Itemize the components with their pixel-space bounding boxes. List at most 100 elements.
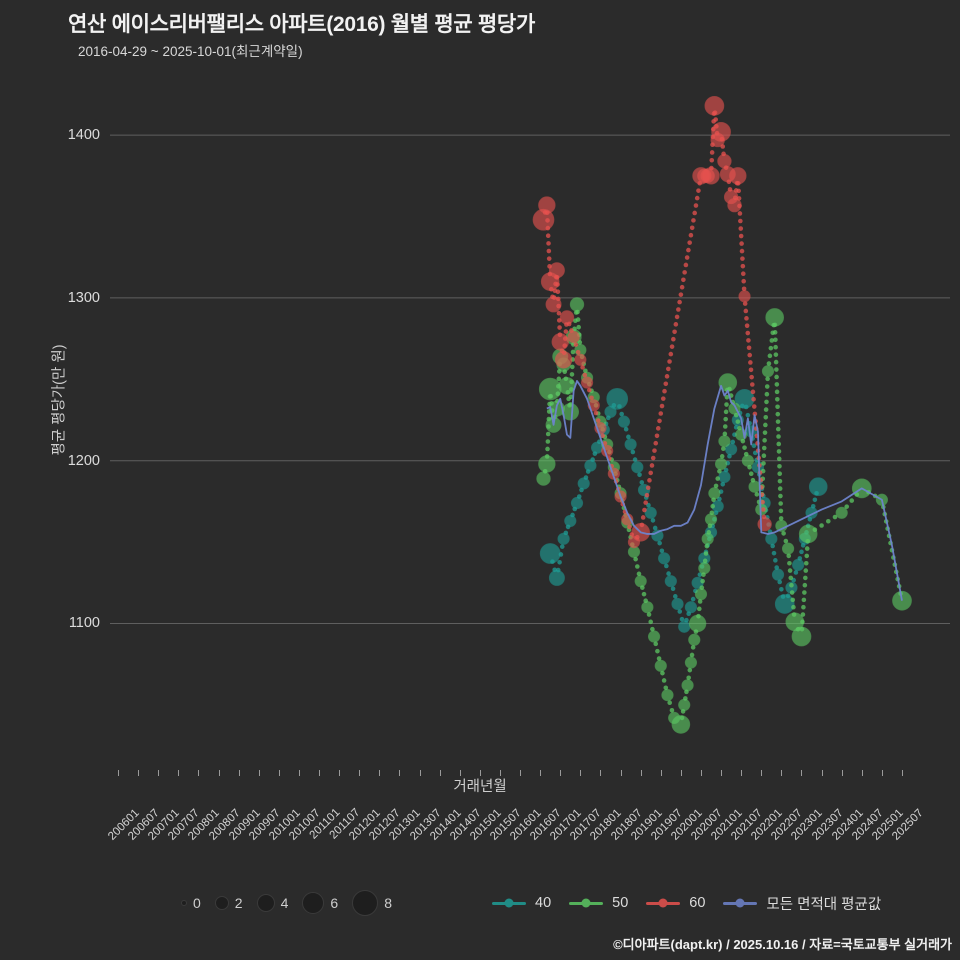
- series-connector-dot: [595, 418, 601, 423]
- series-40: [539, 387, 828, 633]
- x-axis-tick-mark: [339, 770, 341, 776]
- series-connector-dot: [589, 395, 594, 401]
- series-connector-dot: [788, 575, 794, 581]
- average-line: [546, 380, 903, 601]
- data-point: [791, 626, 812, 647]
- series-connector-dot: [736, 188, 741, 194]
- series-connector-dot: [764, 391, 770, 397]
- x-axis-tick-mark: [298, 770, 300, 776]
- series-connector-dot: [776, 456, 782, 462]
- series-connector-dot: [832, 514, 838, 520]
- legend-line-swatch: [569, 898, 604, 908]
- data-point: [701, 532, 714, 545]
- series-connector-dot: [557, 559, 562, 565]
- series-connector-dot: [775, 404, 780, 410]
- series-connector-dot: [666, 366, 671, 372]
- series-connector-dot: [819, 523, 824, 528]
- x-axis-tick-mark: [761, 770, 763, 776]
- series-connector-dot: [761, 445, 767, 451]
- data-point: [698, 562, 711, 575]
- series-connector-dot: [738, 226, 744, 231]
- series-connector-dot: [776, 441, 782, 447]
- series-connector-dot: [640, 515, 646, 520]
- legend-item-60[interactable]: 60: [646, 895, 705, 911]
- series-connector-dot: [692, 210, 697, 216]
- x-axis-tick-mark: [118, 770, 119, 776]
- series-connector-dot: [738, 218, 743, 224]
- x-axis-tick-mark: [479, 770, 481, 776]
- series-connector-dot: [644, 492, 650, 498]
- y-axis-tick-label: 1400: [67, 127, 100, 144]
- series-connector-dot: [687, 240, 692, 245]
- series-connector-dot: [652, 525, 658, 531]
- series-connector-dot: [766, 361, 772, 366]
- series-connector-dot: [559, 544, 565, 549]
- series-connector-dot: [740, 271, 746, 276]
- series-connector-dot: [789, 582, 794, 588]
- data-point: [704, 513, 718, 526]
- series-connector-dot: [681, 277, 686, 283]
- data-point: [738, 290, 751, 303]
- data-point: [678, 620, 691, 633]
- series-connector-dot: [673, 322, 679, 327]
- series-connector-dot: [670, 586, 676, 592]
- series-connector-dot: [632, 457, 638, 462]
- series-connector-dot: [804, 546, 810, 551]
- series-connector-dot: [669, 344, 675, 349]
- series-connector-dot: [570, 349, 576, 355]
- x-axis-tick-mark: [801, 770, 803, 776]
- series-connector-dot: [657, 418, 662, 424]
- series-connector-dot: [697, 572, 703, 577]
- series-connector-dot: [739, 248, 745, 254]
- series-connector-dot: [800, 612, 806, 617]
- series-connector-dot: [730, 439, 736, 445]
- series-connector-dot: [812, 497, 818, 503]
- series-connector-dot: [772, 330, 778, 335]
- data-point: [671, 715, 691, 734]
- series-connector-dot: [639, 480, 645, 485]
- series-connector-dot: [668, 351, 674, 357]
- series-connector-dot: [633, 556, 638, 562]
- legend-item-모든 면적대 평균값[interactable]: 모든 면적대 평균값: [723, 893, 881, 914]
- series-connector-dot: [690, 645, 696, 650]
- series-connector-dot: [773, 337, 778, 343]
- data-point: [664, 575, 677, 588]
- data-point: [658, 552, 671, 565]
- data-point: [536, 471, 551, 486]
- series-connector-dot: [803, 560, 809, 566]
- series-connector-dot: [667, 700, 673, 706]
- data-point: [631, 461, 644, 474]
- series-connector-dot: [655, 648, 660, 654]
- series-connector-dot: [802, 590, 807, 595]
- series-connector-dot: [724, 394, 730, 400]
- series-connector-dot: [777, 478, 783, 484]
- series-connector-dot: [602, 441, 608, 446]
- data-point: [551, 333, 569, 351]
- series-connector-dot: [750, 389, 756, 395]
- series-connector-dot: [763, 414, 769, 420]
- x-axis-tick-mark: [660, 770, 662, 776]
- series-connector-dot: [773, 558, 778, 563]
- series-connector-dot: [678, 292, 684, 297]
- series-connector-dot: [656, 656, 662, 661]
- series-connector-dot: [576, 324, 581, 330]
- data-point: [671, 597, 684, 611]
- series-50: [536, 297, 912, 734]
- series-connector-dot: [764, 399, 769, 405]
- series-connector-dot: [659, 548, 665, 554]
- legend-series-label: 60: [689, 895, 706, 911]
- data-point: [681, 679, 694, 692]
- x-axis-tick-mark: [700, 770, 702, 776]
- data-point: [729, 167, 747, 185]
- data-point: [580, 376, 594, 389]
- legend-size-bubble: [256, 894, 275, 912]
- series-connector-dot: [556, 310, 562, 316]
- series-connector-dot: [799, 549, 804, 555]
- x-axis-tick-mark: [821, 770, 823, 776]
- data-point: [741, 454, 754, 467]
- legend-item-50[interactable]: 50: [569, 895, 628, 911]
- series-connector-dot: [773, 344, 778, 350]
- x-axis-label: 거래년월: [453, 779, 507, 795]
- legend-item-40[interactable]: 40: [492, 895, 551, 911]
- series-connector-dot: [749, 374, 754, 380]
